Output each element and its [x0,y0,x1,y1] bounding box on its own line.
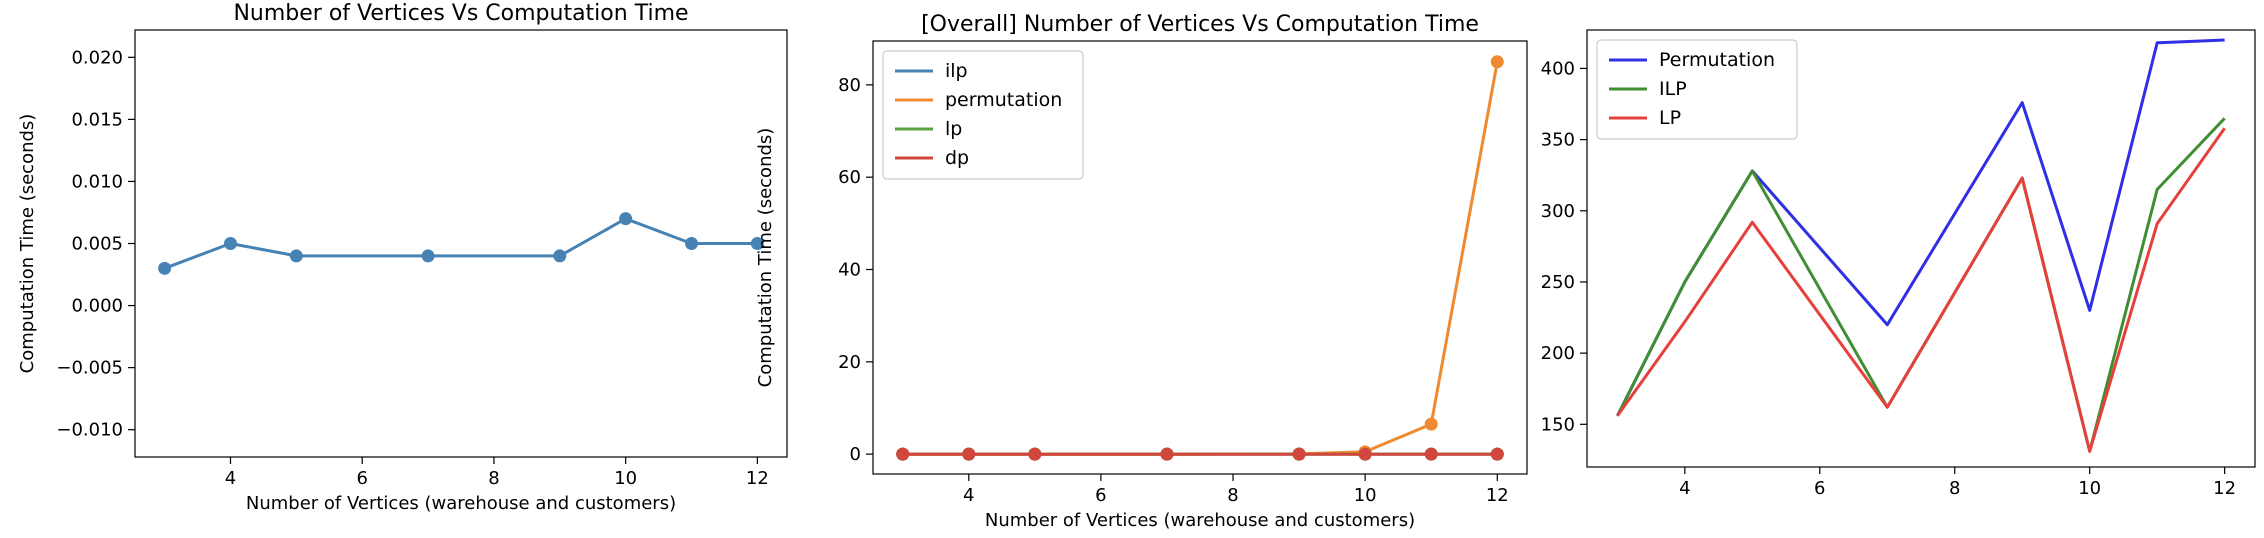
x-tick-label: 6 [1095,485,1106,506]
data-point-dp [1490,447,1504,461]
y-tick-label: 150 [1541,414,1575,435]
y-tick-label: 0.005 [71,234,123,255]
data-point-dp [1358,447,1372,461]
plot-area-frame [872,40,1528,475]
x-tick-label: 8 [1949,478,1960,499]
chart-title: [Overall] Number of Vertices Vs Computat… [921,12,1479,37]
data-point-dp [1424,447,1438,461]
x-tick-label: 10 [614,468,637,489]
legend-label: Permutation [1659,49,1775,71]
legend-label: LP [1659,107,1681,129]
legend: Permutation ILP LP [1596,39,1798,140]
chart-2: [Overall] Number of Vertices Vs Computat… [755,12,1528,531]
data-point-dp [962,447,976,461]
legend: ilp permutation lp dp [882,50,1084,180]
y-tick-label: −0.005 [56,358,123,379]
series-line-series [164,217,758,270]
chart-3: 4 6 8 10 12 150 200 250 300 350 400 Permutation ILP L… [1541,29,2256,499]
data-point-series [223,237,237,250]
y-tick-label: 0.015 [71,109,123,130]
y-tick-label: 0.020 [71,47,123,68]
x-tick-label: 4 [225,468,236,489]
data-point-series [685,237,699,250]
plot-area-frame [1586,29,2256,468]
x-tick-label: 12 [746,468,769,489]
y-tick-label: 80 [838,75,861,96]
data-point-permutation [1424,417,1438,431]
data-point-series [553,249,567,263]
legend-label: dp [945,147,969,169]
y-axis-label: Computation Time (seconds) [755,128,776,388]
x-axis-label: Number of Vertices (warehouse and custom… [985,510,1415,531]
x-tick-label: 8 [488,468,499,489]
x-tick-label: 12 [2213,478,2236,499]
data-point-series [421,249,435,263]
y-tick-label: 300 [1541,201,1575,222]
legend-label: lp [945,118,962,140]
legend-label: ILP [1659,78,1687,100]
data-point-dp [1160,447,1174,461]
data-point-permutation [1490,55,1504,69]
y-tick-label: 0.010 [71,171,123,192]
y-tick-label: −0.010 [56,420,123,441]
x-tick-label: 6 [356,468,367,489]
y-tick-label: 250 [1541,272,1575,293]
data-point-dp [1028,447,1042,461]
y-tick-label: 0.000 [71,296,123,317]
y-tick-label: 20 [838,352,861,373]
legend-box [1596,39,1798,140]
legend-label: permutation [945,89,1062,111]
data-point-series [750,237,764,250]
chart-1: Number of Vertices Vs Computation Time 4 6… [17,1,788,514]
y-tick-label: 350 [1541,130,1575,151]
x-tick-label: 6 [1814,478,1825,499]
y-tick-label: 60 [838,167,861,188]
x-tick-label: 10 [2078,478,2101,499]
x-tick-label: 4 [963,485,974,506]
x-tick-label: 12 [1486,485,1509,506]
y-axis-label: Computation Time (seconds) [17,114,38,374]
data-point-dp [896,447,910,461]
x-tick-label: 10 [1354,485,1377,506]
chart-title: Number of Vertices Vs Computation Time [233,1,688,26]
x-tick-label: 4 [1679,478,1690,499]
legend-box [882,50,1084,180]
y-tick-label: 0 [850,444,861,465]
data-point-dp [1292,447,1306,461]
legend-label: ilp [945,60,968,82]
y-tick-label: 200 [1541,343,1575,364]
data-point-series [619,212,633,226]
y-tick-label: 40 [838,260,861,281]
x-axis-label: Number of Vertices (warehouse and custom… [246,493,676,514]
data-point-series [289,249,303,263]
series-line-lp [1616,127,2226,453]
y-tick-label: 400 [1541,58,1575,79]
x-tick-label: 8 [1227,485,1238,506]
data-point-series [158,261,172,275]
